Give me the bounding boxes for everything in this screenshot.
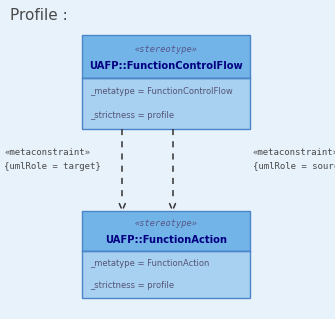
Text: «metaconstraint»
{umlRole = target}: «metaconstraint» {umlRole = target} [4,148,101,171]
Text: «stereotype»: «stereotype» [134,219,197,228]
Text: _strictness = profile: _strictness = profile [90,111,175,120]
Text: «metaconstraint»
{umlRole = source}: «metaconstraint» {umlRole = source} [253,148,335,171]
Bar [82,78,250,129]
Text: _strictness = profile: _strictness = profile [90,281,175,290]
Text: _metatype = FunctionAction: _metatype = FunctionAction [90,259,210,268]
Bar [82,35,250,78]
Text: UAFP::FunctionAction: UAFP::FunctionAction [105,234,227,245]
Text: UAFP::FunctionControlFlow: UAFP::FunctionControlFlow [89,61,243,71]
Text: _metatype = FunctionControlFlow: _metatype = FunctionControlFlow [90,87,233,96]
Text: Profile :: Profile : [10,8,68,23]
Bar [82,251,250,298]
Bar [82,211,250,251]
Text: «stereotype»: «stereotype» [134,45,197,54]
